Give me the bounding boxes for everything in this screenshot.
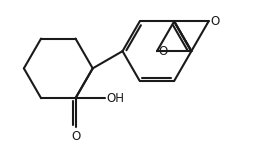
Text: OH: OH bbox=[107, 92, 125, 105]
Text: O: O bbox=[71, 130, 80, 143]
Text: O: O bbox=[210, 15, 219, 28]
Text: O: O bbox=[159, 45, 168, 58]
